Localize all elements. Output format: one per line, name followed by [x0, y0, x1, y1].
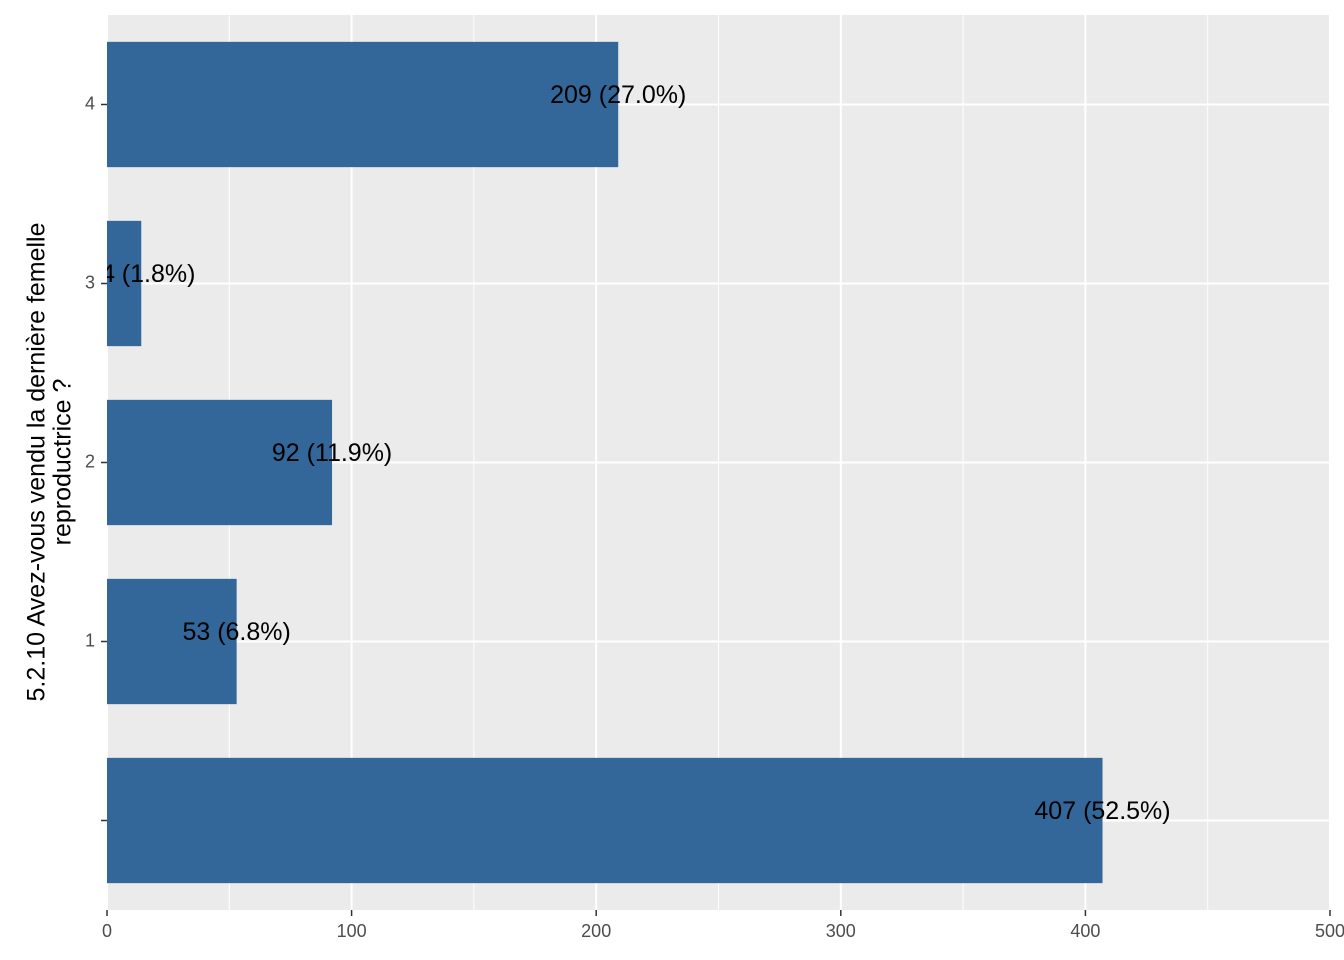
value-label: 92 (11.9%)	[272, 439, 392, 467]
bar	[107, 578, 237, 705]
y-tick-label: 3	[85, 272, 95, 292]
value-label: 14 (1.8%)	[87, 260, 195, 288]
x-tick-label: 0	[102, 921, 112, 941]
x-tick-label: 100	[337, 921, 367, 941]
bar	[107, 399, 333, 526]
y-tick-label: 2	[85, 451, 95, 471]
y-tick-label: 1	[85, 630, 95, 650]
y-tick-label: 4	[85, 93, 95, 113]
x-tick-label: 200	[581, 921, 611, 941]
value-label: 209 (27.0%)	[550, 81, 686, 109]
x-tick-label: 300	[826, 921, 856, 941]
y-axis-title: reproductrice ?	[49, 379, 77, 546]
value-label: 407 (52.5%)	[1034, 797, 1170, 825]
value-label: 53 (6.8%)	[182, 618, 290, 646]
x-tick-label: 500	[1315, 921, 1344, 941]
x-tick-label: 400	[1070, 921, 1100, 941]
bar	[107, 757, 1103, 884]
bar	[107, 41, 619, 168]
y-axis-title: 5.2.10 Avez-vous vendu la dernière femel…	[23, 222, 51, 701]
bar	[107, 220, 142, 347]
